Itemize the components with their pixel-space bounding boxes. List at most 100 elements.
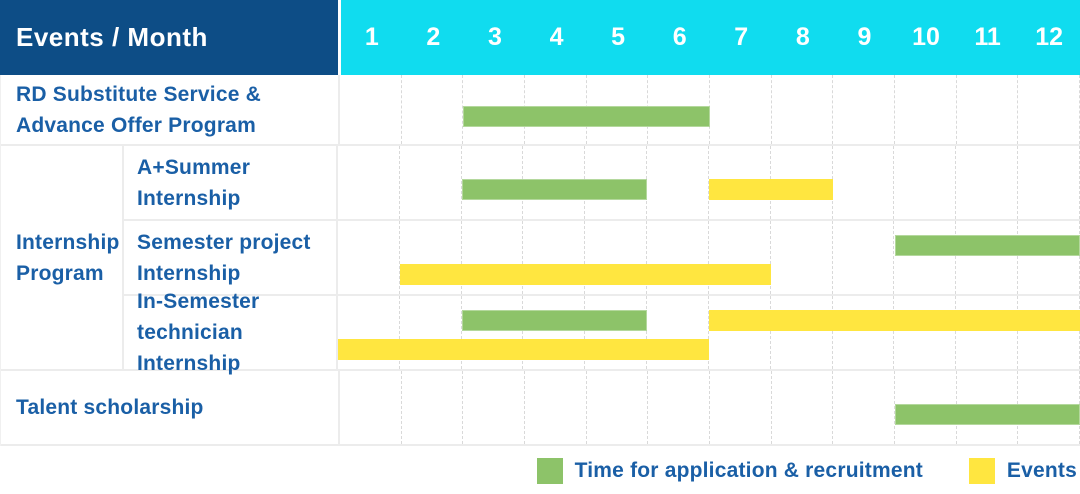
gantt-bar-recruitment xyxy=(894,235,1080,256)
gantt-bar-recruitment xyxy=(461,310,648,331)
row-label: A+Summer Internship xyxy=(124,146,338,219)
month-column xyxy=(833,75,896,144)
table-header: Events / Month 1 2 3 4 5 6 7 8 9 10 11 12 xyxy=(0,0,1080,75)
month-column xyxy=(894,146,957,219)
month-label-4: 4 xyxy=(549,23,564,51)
table-row-group: Internship Program A+Summer Internship Semes… xyxy=(1,144,1080,375)
month-column xyxy=(956,146,1019,219)
row-label-line: A+Summer xyxy=(137,155,251,179)
legend-label-events: Events xyxy=(1006,459,1077,482)
month-label-12: 12 xyxy=(1035,23,1064,51)
group-label: Internship Program xyxy=(1,146,124,369)
row-label-line: Internship xyxy=(137,261,241,285)
row-label-line: Talent scholarship xyxy=(16,396,204,419)
month-column xyxy=(956,296,1019,369)
month-column xyxy=(400,221,462,294)
row-label-line: RD Substitute Service & xyxy=(16,82,261,106)
gantt-bar-recruitment xyxy=(463,106,710,127)
month-column xyxy=(647,296,709,369)
events-month-header: Events / Month xyxy=(0,0,338,75)
month-column xyxy=(1018,146,1080,219)
legend-item-events: Events xyxy=(968,458,1077,484)
month-column xyxy=(710,371,772,444)
month-column xyxy=(771,296,833,369)
table-row: Talent scholarship xyxy=(1,369,1080,446)
row-label-line: In-Semester xyxy=(137,290,260,313)
month-column xyxy=(340,371,402,444)
month-column xyxy=(957,75,1019,144)
month-column xyxy=(585,296,648,369)
month-column xyxy=(462,221,524,294)
row-label-line: Internship xyxy=(16,230,120,254)
month-label-1: 1 xyxy=(364,23,379,51)
gantt-bar-event xyxy=(709,179,833,200)
month-column xyxy=(340,75,402,144)
month-column xyxy=(833,146,895,219)
legend: Time for application & recruitment Event… xyxy=(536,458,1077,484)
gantt-bar-event xyxy=(709,310,1080,331)
legend-label-recruitment: Time for application & recruitment xyxy=(574,459,923,482)
month-column xyxy=(709,221,771,294)
month-column xyxy=(523,296,586,369)
month-column xyxy=(338,221,400,294)
month-label-2: 2 xyxy=(426,23,441,51)
month-column xyxy=(587,371,649,444)
month-column xyxy=(523,221,586,294)
month-label-3: 3 xyxy=(487,23,502,51)
month-column xyxy=(338,296,400,369)
row-label: RD Substitute Service & Advance Offer Pro… xyxy=(1,75,340,144)
month-column xyxy=(338,146,400,219)
table-row: Semester project Internship xyxy=(124,219,1080,294)
row-label: In-Semester technician Internship xyxy=(124,290,338,375)
row-timeline xyxy=(338,221,1080,294)
month-label-7: 7 xyxy=(734,23,749,51)
row-timeline xyxy=(340,75,1080,144)
month-column xyxy=(463,371,526,444)
month-column xyxy=(772,75,834,144)
month-label-8: 8 xyxy=(795,23,810,51)
month-column xyxy=(710,75,772,144)
month-column xyxy=(648,371,711,444)
month-column xyxy=(462,296,524,369)
header-divider xyxy=(338,0,341,75)
gantt-bar-event xyxy=(399,264,771,285)
month-label-6: 6 xyxy=(672,23,687,51)
month-column xyxy=(772,371,834,444)
month-column xyxy=(956,221,1019,294)
event-swatch-icon xyxy=(968,458,995,484)
month-column xyxy=(400,146,462,219)
row-timeline xyxy=(340,371,1080,444)
month-column xyxy=(833,296,895,369)
legend-item-recruitment: Time for application & recruitment xyxy=(536,458,923,484)
month-label-5: 5 xyxy=(611,23,626,51)
month-column xyxy=(894,296,957,369)
month-column xyxy=(585,221,648,294)
month-label-9: 9 xyxy=(857,23,872,51)
table-row: RD Substitute Service & Advance Offer Pro… xyxy=(1,75,1080,144)
month-column xyxy=(1018,75,1080,144)
recruitment-swatch-icon xyxy=(536,458,563,484)
month-column xyxy=(525,371,587,444)
row-label-line: Advance Offer Program xyxy=(16,113,256,137)
month-column xyxy=(833,221,895,294)
row-timeline xyxy=(338,146,1080,219)
row-label: Talent scholarship xyxy=(1,371,340,444)
month-column xyxy=(895,75,957,144)
row-label-line: Internship xyxy=(137,186,241,210)
row-label-line: Semester project xyxy=(137,230,311,254)
gantt-bar-event xyxy=(338,339,709,360)
row-timeline xyxy=(338,296,1080,369)
month-column xyxy=(1018,296,1080,369)
month-header-row: 1 2 3 4 5 6 7 8 9 10 11 12 xyxy=(341,0,1080,75)
gantt-bar-recruitment xyxy=(461,179,648,200)
row-label-line: technician Internship xyxy=(137,321,243,375)
month-label-11: 11 xyxy=(974,23,1001,51)
month-column xyxy=(833,371,896,444)
month-column xyxy=(894,221,957,294)
month-column xyxy=(771,221,833,294)
month-column xyxy=(647,146,709,219)
month-label-10: 10 xyxy=(912,23,940,51)
row-label-line: Program xyxy=(16,261,104,285)
gantt-bar-recruitment xyxy=(895,404,1080,425)
